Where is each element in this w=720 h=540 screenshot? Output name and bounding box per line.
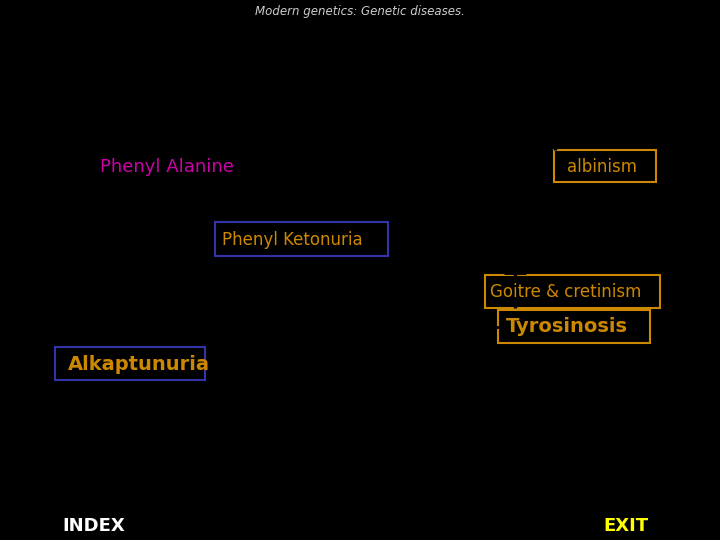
- Text: Dietry protein: Dietry protein: [230, 33, 346, 51]
- Text: Fumaric acid and acetoaceticacid: Fumaric acid and acetoaceticacid: [245, 472, 502, 488]
- Text: 3,4,dihydroxy phenyl alanine: 3,4,dihydroxy phenyl alanine: [405, 126, 627, 141]
- Text: Modern genetics: Genetic diseases.: Modern genetics: Genetic diseases.: [255, 4, 465, 17]
- Bar: [498, 310, 650, 343]
- Text: Tyrosinosis: Tyrosinosis: [506, 318, 628, 336]
- Text: Homo genetisic acid: Homo genetisic acid: [295, 356, 451, 372]
- Text: Fumaryl aceto aceticacid: Fumaryl aceto aceticacid: [285, 436, 477, 451]
- Text: Tissue protein: Tissue protein: [80, 33, 197, 51]
- Text: melanine: melanine: [530, 198, 607, 216]
- Text: Phenyl Alanine: Phenyl Alanine: [100, 158, 234, 176]
- Text: Goitre & cretinism: Goitre & cretinism: [490, 283, 642, 301]
- Text: Alkaptunuria: Alkaptunuria: [68, 354, 210, 374]
- Text: Adrenaline and Non adrenaline: Adrenaline and Non adrenaline: [430, 33, 687, 51]
- Text: albinism: albinism: [567, 158, 637, 176]
- Text: INDEX: INDEX: [62, 517, 125, 535]
- Text: EXIT: EXIT: [604, 517, 649, 535]
- Text: Maley lacto acetic acid: Maley lacto acetic acid: [285, 396, 460, 411]
- Bar: [485, 275, 660, 308]
- Bar: [554, 150, 656, 182]
- Text: Phenyl Pyruvate: Phenyl Pyruvate: [45, 253, 180, 271]
- Bar: [215, 222, 388, 256]
- Text: Phenyl Ketonuria: Phenyl Ketonuria: [222, 231, 363, 249]
- Text: Thyroxine: Thyroxine: [525, 235, 607, 253]
- Text: Tyrosine: Tyrosine: [330, 158, 404, 176]
- Bar: [55, 347, 205, 380]
- Text: Hydroxy phenyl pyruvate: Hydroxy phenyl pyruvate: [295, 320, 488, 334]
